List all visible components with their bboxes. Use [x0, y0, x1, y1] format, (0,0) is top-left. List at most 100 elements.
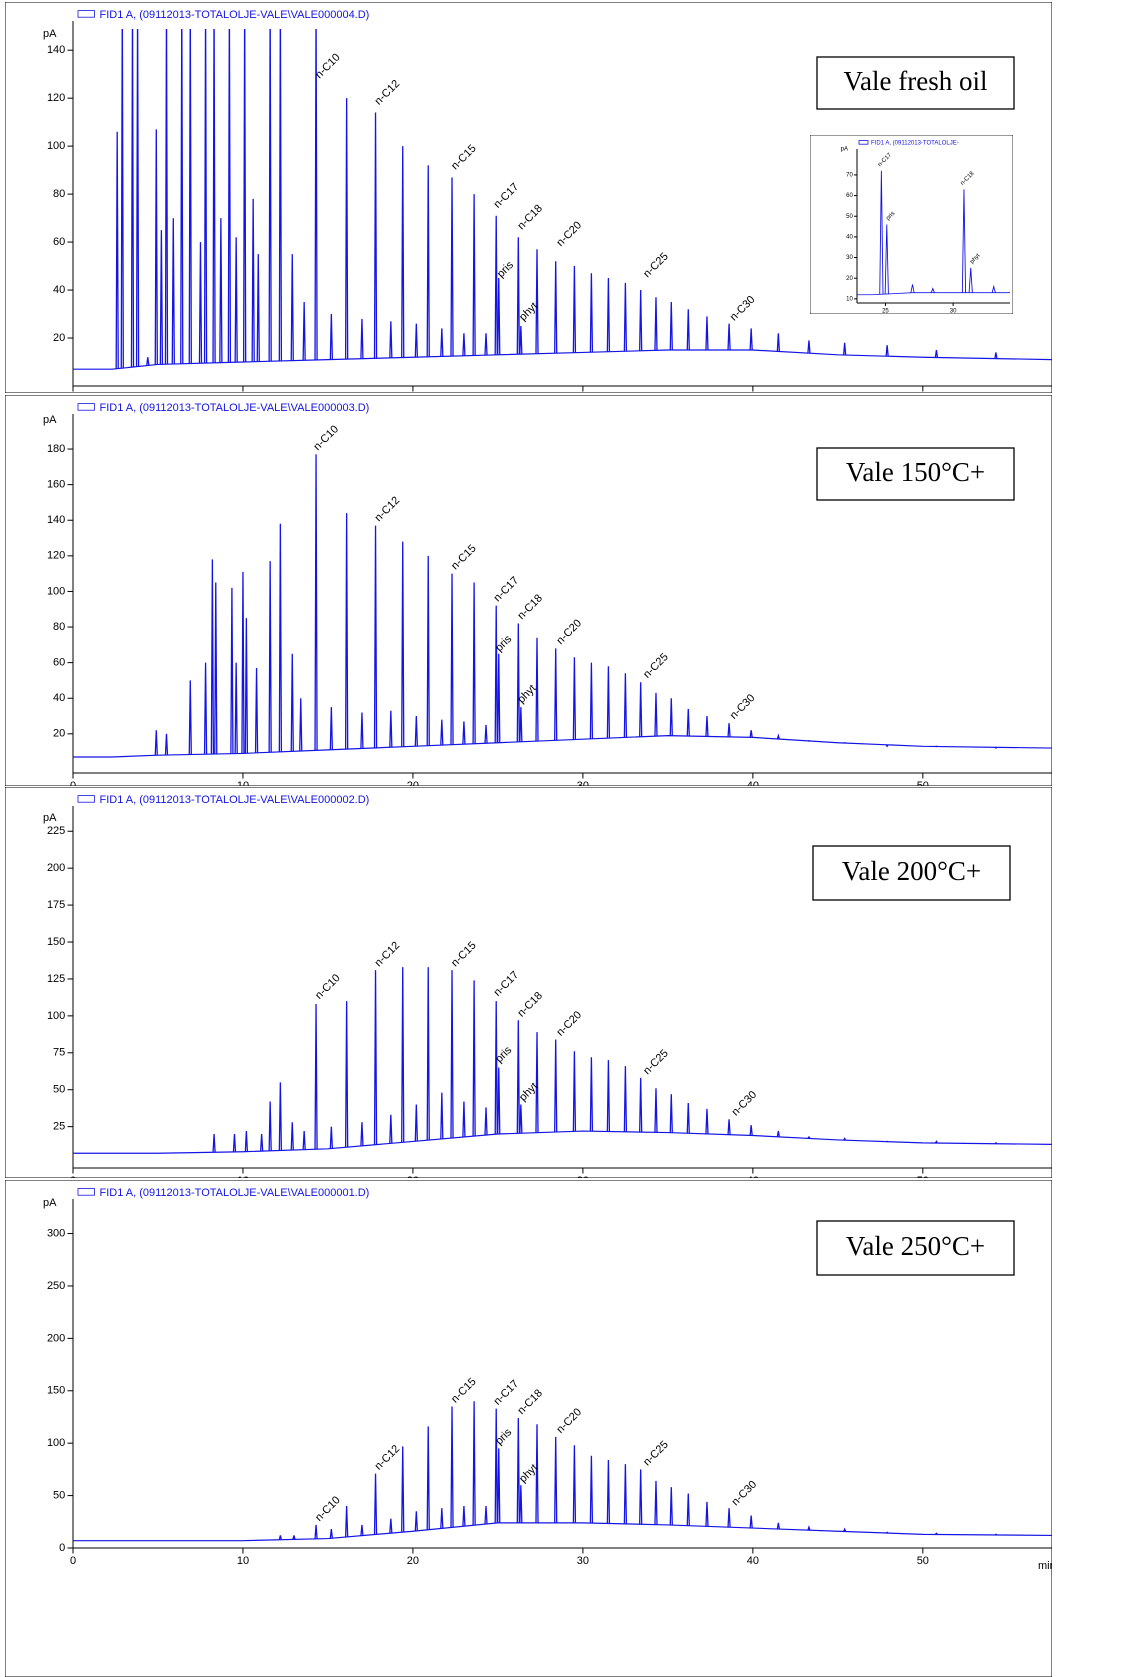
- peak: [572, 266, 577, 353]
- peak: [669, 1487, 673, 1526]
- peak: [278, 523, 283, 752]
- y-tick-label: 60: [846, 193, 853, 199]
- peak: [135, 29, 140, 367]
- peak: [426, 165, 430, 357]
- peak: [242, 29, 247, 362]
- peak: [373, 525, 378, 748]
- peak-label: pris: [885, 211, 896, 222]
- peak: [994, 1533, 998, 1536]
- peak: [589, 273, 594, 353]
- peak: [686, 1102, 690, 1134]
- peak: [606, 666, 611, 739]
- chart-header: FID1 A, (09112013-TOTALOLJE-: [871, 141, 959, 147]
- peak: [934, 349, 939, 358]
- y-tick-label: 160: [47, 479, 65, 491]
- peak: [516, 623, 520, 742]
- peak: [440, 1092, 444, 1139]
- peak: [654, 1088, 658, 1133]
- peak: [268, 561, 272, 753]
- peak: [426, 967, 430, 1141]
- peak: [727, 723, 731, 737]
- peak: [344, 98, 349, 360]
- peak: [329, 707, 334, 750]
- x-tick-label: 40: [747, 1555, 759, 1567]
- peak: [290, 254, 294, 361]
- peak: [203, 662, 208, 755]
- y-tick-label: 80: [53, 188, 65, 200]
- peak: [120, 29, 124, 369]
- chart-header: FID1 A, (09112013-TOTALOLJE-VALE\VALE000…: [100, 1187, 370, 1199]
- peak: [314, 454, 318, 751]
- peak: [961, 189, 967, 293]
- x-tick-label: 20: [407, 1175, 419, 1187]
- x-tick-label: 30: [577, 1555, 589, 1567]
- peak: [535, 637, 539, 742]
- header-icon: [77, 403, 95, 411]
- peak: [159, 230, 164, 365]
- x-tick-label: 10: [237, 1555, 249, 1567]
- plot-area: [73, 454, 1052, 758]
- y-axis-label: pA: [43, 414, 57, 426]
- peak: [462, 1101, 466, 1137]
- y-axis-label: pA: [43, 28, 57, 40]
- y-tick-label: 100: [47, 140, 65, 152]
- peak: [519, 707, 523, 742]
- peak: [994, 746, 998, 749]
- peak: [234, 662, 238, 754]
- peak: [360, 318, 364, 359]
- peak: [589, 662, 594, 739]
- x-tick-label: 10: [237, 393, 249, 405]
- peak: [497, 1067, 501, 1135]
- y-tick-label: 120: [47, 92, 65, 104]
- peak: [776, 733, 780, 740]
- x-tick-label: 30: [577, 1175, 589, 1187]
- y-tick-label: 150: [47, 1385, 65, 1397]
- peak: [589, 1057, 594, 1132]
- peak: [934, 1532, 938, 1535]
- peak: [314, 1004, 318, 1150]
- y-axis-label: pA: [43, 812, 57, 824]
- peak: [292, 1535, 296, 1540]
- peak: [554, 1436, 558, 1523]
- peak: [497, 1448, 501, 1523]
- peak: [749, 328, 753, 351]
- peak: [164, 29, 169, 365]
- plot-area: [73, 29, 1052, 370]
- x-tick-label: 50: [917, 393, 929, 405]
- x-tick-label: 40: [747, 780, 759, 792]
- y-tick-label: 60: [53, 236, 65, 248]
- peak: [705, 1501, 709, 1527]
- y-tick-label: 50: [846, 214, 853, 220]
- peak: [290, 1122, 294, 1151]
- y-tick-label: 180: [47, 443, 65, 455]
- baseline: [73, 735, 1052, 758]
- header-icon: [77, 10, 95, 18]
- peak: [426, 1426, 430, 1530]
- peak: [154, 730, 158, 756]
- peak: [807, 1135, 811, 1139]
- x-tick-label: 40: [747, 393, 759, 405]
- peak: [494, 215, 498, 355]
- peak: [414, 1104, 418, 1142]
- y-tick-label: 20: [53, 332, 65, 344]
- sample-label: Vale 150°C+: [846, 457, 985, 487]
- y-tick-label: 40: [846, 234, 853, 240]
- x-tick-label: 50: [917, 1175, 929, 1187]
- peak: [450, 1406, 454, 1528]
- y-tick-label: 40: [53, 692, 65, 704]
- y-tick-label: 10: [846, 296, 853, 302]
- peak: [519, 1485, 523, 1523]
- x-tick-label: 20: [407, 780, 419, 792]
- peak: [450, 573, 454, 745]
- peak: [807, 1524, 811, 1531]
- y-tick-label: 50: [53, 1489, 65, 1501]
- x-tick-label: 50: [917, 1555, 929, 1567]
- peak: [462, 1506, 466, 1527]
- peak: [554, 261, 558, 354]
- peak: [230, 587, 234, 754]
- peak: [462, 721, 466, 745]
- peak: [329, 1126, 334, 1149]
- y-tick-label: 140: [47, 514, 65, 526]
- peak: [705, 316, 709, 351]
